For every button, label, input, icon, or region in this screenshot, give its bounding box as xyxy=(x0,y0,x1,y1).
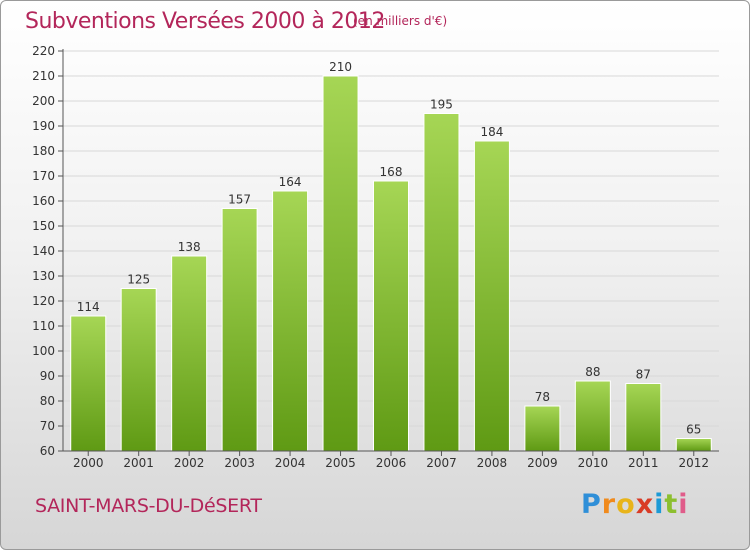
y-tick-label: 110 xyxy=(32,319,55,333)
y-tick-label: 130 xyxy=(32,269,55,283)
y-tick-label: 90 xyxy=(40,369,55,383)
bar xyxy=(322,75,359,452)
bar xyxy=(373,180,409,452)
bar xyxy=(272,190,309,452)
unit-note: (en milliers d'€) xyxy=(353,14,448,28)
bar xyxy=(625,383,662,452)
y-tick-label: 180 xyxy=(32,144,55,158)
bar xyxy=(524,405,561,452)
bar xyxy=(70,315,107,452)
x-tick-label: 2009 xyxy=(527,456,558,470)
bar xyxy=(473,140,510,452)
axes: 60 70 80 90 100 110 120 130 140 150 160 170 180 190 20… xyxy=(32,44,719,470)
data-label: 138 xyxy=(178,240,201,254)
data-label: 78 xyxy=(535,390,550,404)
x-tick-label: 2002 xyxy=(174,456,205,470)
y-tick-label: 80 xyxy=(40,394,55,408)
y-tick-label: 220 xyxy=(32,44,55,58)
bar xyxy=(574,380,611,452)
y-tick-label: 170 xyxy=(32,169,55,183)
x-tick-label: 2010 xyxy=(578,456,609,470)
y-tick-label: 60 xyxy=(40,444,55,458)
data-label: 168 xyxy=(380,165,403,179)
x-tick-label: 2004 xyxy=(275,456,306,470)
x-tick-label: 2011 xyxy=(628,456,659,470)
data-label: 184 xyxy=(480,125,503,139)
town-name: SAINT-MARS-DU-DéSERT xyxy=(35,495,262,517)
data-label: 210 xyxy=(329,60,352,74)
x-tick-label: 2001 xyxy=(123,456,154,470)
proxiti-logo: Proxiti xyxy=(581,489,689,520)
y-tick-label: 120 xyxy=(32,294,55,308)
x-tick-label: 2006 xyxy=(376,456,407,470)
y-tick-label: 150 xyxy=(32,219,55,233)
bar xyxy=(120,288,157,452)
y-tick-label: 160 xyxy=(32,194,55,208)
bar xyxy=(171,255,208,452)
x-tick-label: 2003 xyxy=(224,456,255,470)
data-label: 125 xyxy=(127,273,150,287)
x-tick-label: 2005 xyxy=(325,456,356,470)
data-label: 114 xyxy=(77,300,100,314)
data-label: 65 xyxy=(686,423,701,437)
y-tick-label: 190 xyxy=(32,119,55,133)
bars: 114 125 138 157 164 210 168 195 184 78 88 87 65 xyxy=(70,60,712,452)
y-tick-label: 200 xyxy=(32,94,55,108)
chart-title: Subventions Versées 2000 à 2012 xyxy=(25,9,385,34)
data-label: 157 xyxy=(228,193,251,207)
y-tick-label: 140 xyxy=(32,244,55,258)
bar xyxy=(221,208,258,452)
x-tick-label: 2012 xyxy=(678,456,709,470)
data-label: 164 xyxy=(279,175,302,189)
y-tick-label: 100 xyxy=(32,344,55,358)
x-tick-label: 2000 xyxy=(73,456,104,470)
bar xyxy=(675,438,712,452)
y-tick-label: 70 xyxy=(40,419,55,433)
x-tick-label: 2008 xyxy=(477,456,508,470)
data-label: 87 xyxy=(636,368,651,382)
data-label: 88 xyxy=(585,365,600,379)
y-tick-label: 210 xyxy=(32,69,55,83)
data-label: 195 xyxy=(430,98,453,112)
x-tick-label: 2007 xyxy=(426,456,457,470)
bar xyxy=(423,113,460,452)
